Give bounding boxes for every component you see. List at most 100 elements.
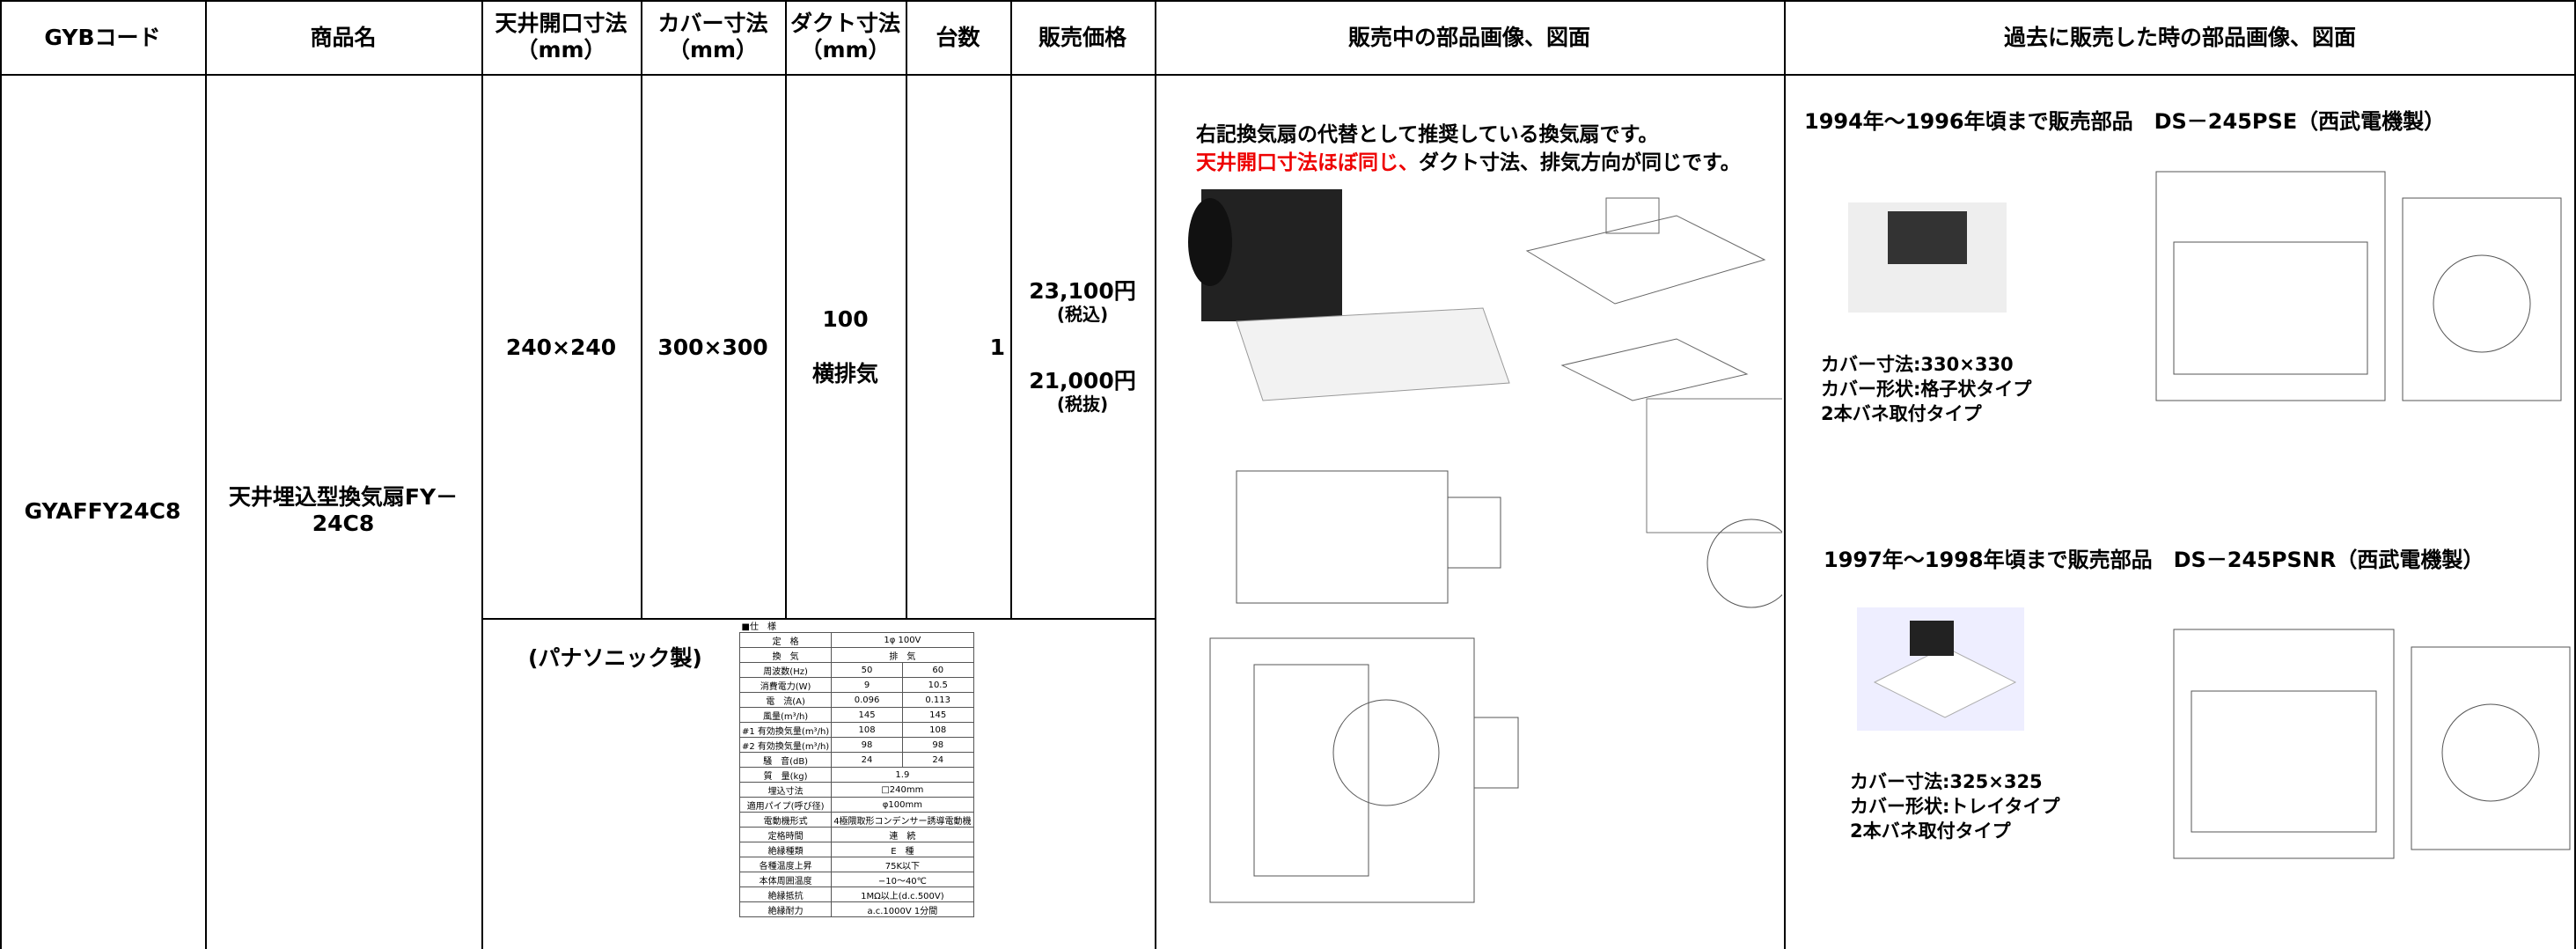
header-cell: 販売価格 [1038,25,1127,50]
duct-size: 100 [822,306,869,332]
spec-row: 絶縁抵抗 1MΩ以上(d.c.500V) [738,886,974,902]
spec-row: 絶縁種類 E 種 [738,842,974,857]
note: 天井開口寸法ほぼ同じ、ダクト寸法、排気方向が同じです。 [1196,151,1741,176]
technical-drawing [1209,398,1782,903]
past-title: 1997年～1998年頃まで販売部品 DS－245PSNR（西武電機製） [1824,548,2484,572]
spec-row: 電動機形式 4極隈取形コンデンサー誘導電動機 [738,812,974,828]
spec-row: 質 量(kg) 1.9 [738,767,974,783]
spec-cell: 埋込寸法 [738,782,833,798]
header-cell: ダクト寸法 （mm） [789,11,900,63]
border [481,0,483,949]
spec-cell: 0.113 [901,692,974,708]
spec-cell: 108 [901,722,974,738]
border [1010,0,1012,618]
spec-cell: 電 流(A) [738,692,833,708]
border [906,0,907,618]
header-cell: カバー寸法 （mm） [657,11,768,63]
note-text: ダクト寸法、排気方向が同じです。 [1419,151,1741,174]
spec-line: 2本バネ取付タイプ [1850,820,2011,842]
spec-row: 適用パイプ(呼び径) φ100mm [738,797,974,813]
spec-cell: 1MΩ以上(d.c.500V) [831,886,974,902]
spec-cell: 本体周囲温度 [738,872,833,887]
opening-size: 240×240 [505,335,617,360]
drawing [2155,171,2571,859]
spec-table: ■仕 様定 格 1φ 100V 換 気排 気周波数(Hz) 50 60 消費電力(W) 9 1… [738,618,974,917]
header-cell: 商品名 [310,25,377,50]
spec-cell: 風量(m³/h) [738,707,833,723]
spec-cell: 定格時間 [738,827,833,842]
header-cell: 販売中の部品画像、図面 [1347,25,1590,50]
spec-cell: 98 [831,737,903,753]
spec-title-row: ■仕 様 [740,618,974,633]
spec-cell: E 種 [831,842,974,857]
spec-row: 電 流(A) 0.096 0.113 [738,692,974,708]
spec-cell: 絶縁耐力 [738,901,833,917]
spec-cell: □240mm [831,782,974,798]
spec-row: 絶縁耐力 a.c.1000V 1分間 [738,901,974,917]
spec-row: 換 気排 気 [738,647,974,663]
spec-line: カバー形状:トレイタイプ [1850,796,2060,817]
spec-row: 定格時間連 続 [738,827,974,842]
spec-cell: 1.9 [831,767,974,783]
border [481,618,1155,620]
exploded-drawing [1525,197,1766,401]
spec-cell: #2 有効換気量(m³/h) [738,737,833,753]
spec-row: 各種温度上昇 75K以下 [738,857,974,872]
spec-cell: 定 格 [738,632,833,648]
note: 右記換気扇の代替として推奨している換気扇です。 [1196,123,1659,146]
header-cell: 過去に販売した時の部品画像、図面 [2003,25,2356,50]
border [2574,0,2576,949]
spec-line: 2本バネ取付タイプ [1821,403,1982,424]
spec-cell: 4極隈取形コンデンサー誘導電動機 [831,812,974,828]
spec-cell: 消費電力(W) [738,677,833,693]
spec-row: 本体周囲温度 −10〜40℃ [738,872,974,887]
spec-row: 埋込寸法 □240mm [738,782,974,798]
spec-cell: 10.5 [901,677,974,693]
cover-size: 300×300 [657,335,768,360]
border [785,0,787,618]
spec-row: 風量(m³/h) 145 145 [738,707,974,723]
header-cell: 天井開口寸法 （mm） [495,11,627,63]
spec-cell: −10〜40℃ [831,872,974,887]
price: 21,000円 [1029,368,1136,394]
quantity: 1 [989,335,1005,360]
spec-cell: 108 [831,722,903,738]
spec-cell: #1 有効換気量(m³/h) [738,722,833,738]
border [0,74,2576,76]
spec-cell: 60 [901,662,974,678]
spec-cell: 排 気 [831,647,974,663]
spec-cell: 0.096 [831,692,903,708]
spec-cell: φ100mm [831,797,974,813]
spec-cell: 75K以下 [831,857,974,872]
photo [1188,189,1510,401]
photo [1848,202,2024,731]
spec-cell: 適用パイプ(呼び径) [738,797,833,813]
spec-cell: 24 [901,752,974,768]
spec-title: ■仕 様 [741,622,776,632]
tax-note: (税抜) [1056,394,1109,415]
border [0,0,2576,2]
price: 23,100円 [1029,278,1136,304]
spec-cell: 145 [831,707,903,723]
spec-cell: 98 [901,737,974,753]
border [1784,0,1786,949]
spec-cell: 換 気 [738,647,833,663]
past-title: 1994年～1996年頃まで販売部品 DS－245PSE（西武電機製） [1804,109,2446,134]
spec-cell: 1φ 100V [831,632,974,648]
spec-cell: 連 続 [831,827,974,842]
spec-cell: 質 量(kg) [738,767,833,783]
spec-row: 消費電力(W) 9 10.5 [738,677,974,693]
spec-cell: 24 [831,752,903,768]
spec-line: カバー寸法:325×325 [1850,771,2043,792]
border [1155,0,1156,949]
header-cell: 台数 [936,25,980,50]
tax-note: (税込) [1056,304,1109,325]
exhaust: 横排気 [811,361,878,386]
border [205,0,207,949]
product-images [1188,189,1782,903]
spec-row: 周波数(Hz) 50 60 [738,662,974,678]
spec-cell: 9 [831,677,903,693]
spec-cell: 周波数(Hz) [738,662,833,678]
border [0,0,2,949]
